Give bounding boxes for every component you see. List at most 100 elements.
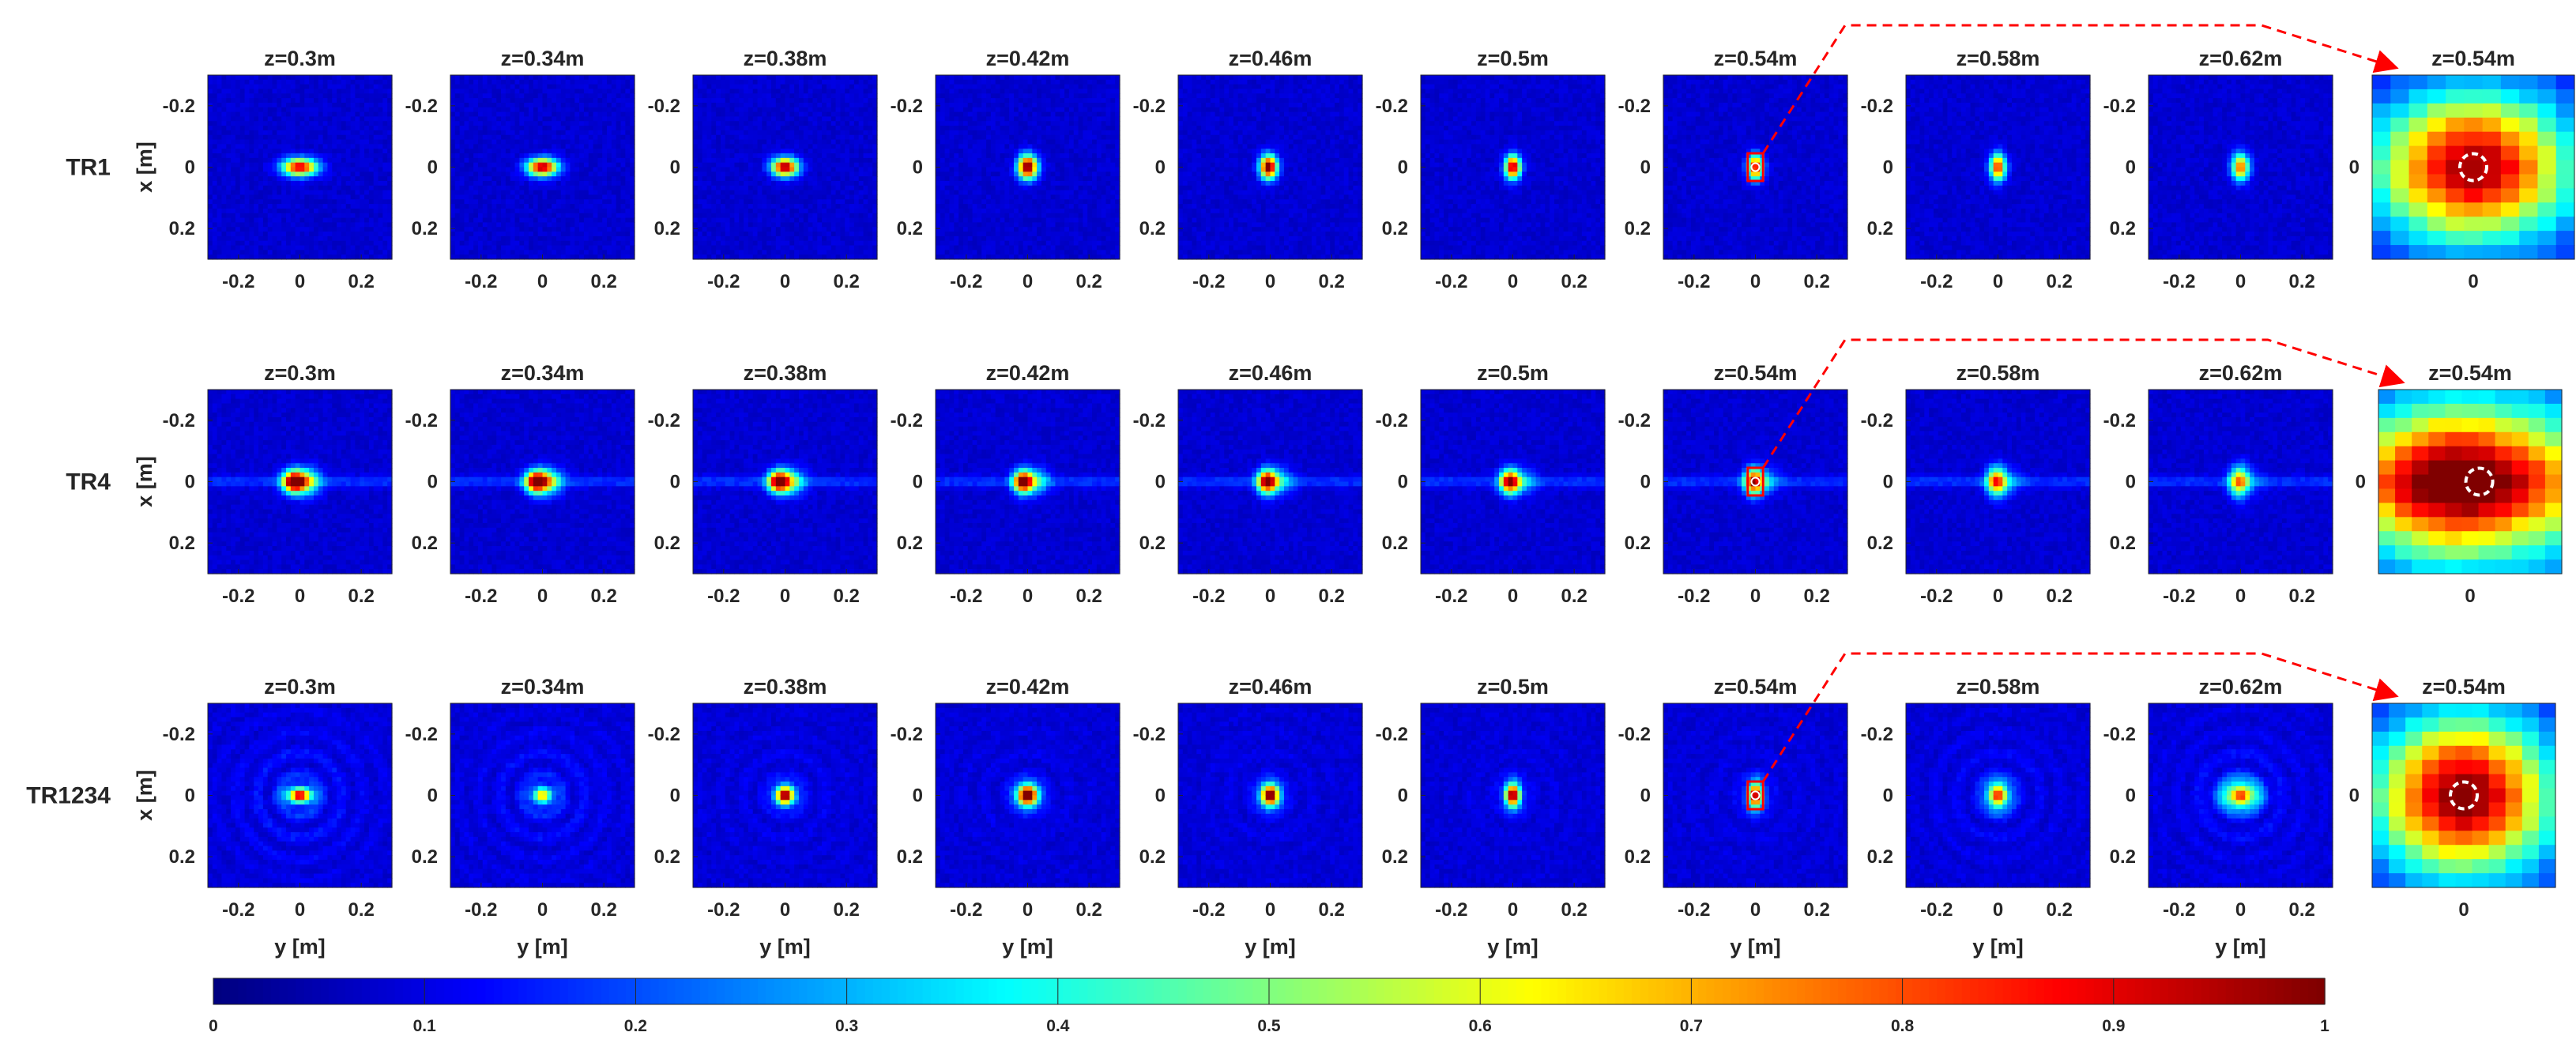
heatmap-cell (341, 222, 346, 227)
heatmap-cell (268, 75, 273, 80)
heatmap-cell (217, 135, 222, 140)
heatmap-cell (597, 199, 602, 204)
heatmap-cell (327, 246, 332, 251)
heatmap-cell (547, 144, 552, 149)
heatmap-cell (382, 89, 387, 93)
heatmap-cell (369, 199, 374, 204)
heatmap-cell (235, 130, 240, 135)
y-tick-label: -0.2 (405, 96, 438, 117)
heatmap-cell (706, 199, 711, 204)
heatmap-cell (318, 190, 323, 195)
heatmap-cell (263, 135, 268, 140)
heatmap-cell (702, 168, 707, 172)
heatmap-cell (231, 209, 235, 213)
heatmap-cell (625, 121, 630, 126)
heatmap-cell (597, 218, 602, 223)
heatmap-cell (491, 89, 496, 93)
heatmap-cell (693, 98, 698, 103)
heatmap-cell (491, 93, 496, 98)
heatmap-cell (589, 176, 593, 181)
heatmap-cell (602, 158, 607, 163)
heatmap-cell (579, 204, 584, 209)
heatmap-cell (221, 168, 226, 172)
heatmap-cell (258, 241, 263, 246)
heatmap-cell (258, 236, 263, 241)
heatmap-cell (235, 112, 240, 117)
heatmap-cell (226, 246, 231, 251)
heatmap-cell (351, 140, 356, 145)
heatmap-cell (607, 241, 612, 246)
heatmap-cell (533, 236, 538, 241)
heatmap-cell (235, 218, 240, 223)
heatmap-cell (543, 176, 548, 181)
heatmap-cell (235, 75, 240, 80)
heatmap-cell (281, 149, 286, 153)
heatmap-cell (561, 153, 566, 158)
heatmap-cell (296, 168, 300, 172)
heatmap-cell (561, 171, 566, 176)
heatmap-cell (529, 89, 533, 93)
heatmap-cell (597, 250, 602, 254)
heatmap-cell (221, 93, 226, 98)
heatmap-cell (607, 236, 612, 241)
heatmap-cell (286, 130, 291, 135)
heatmap-cell (473, 107, 478, 112)
heatmap-cell (318, 213, 323, 218)
heatmap-cell (296, 126, 300, 130)
heatmap-cell (341, 218, 346, 223)
heatmap-cell (524, 153, 529, 158)
heatmap-cell (341, 75, 346, 80)
heatmap-cell (698, 135, 702, 140)
heatmap-cell (332, 241, 337, 246)
heatmap-cell (240, 218, 245, 223)
heatmap-cell (607, 85, 612, 89)
heatmap-cell (254, 135, 258, 140)
heatmap-cell (268, 176, 273, 181)
heatmap-cell (258, 222, 263, 227)
heatmap-cell (607, 227, 612, 232)
heatmap-cell (501, 126, 506, 130)
heatmap-cell (488, 75, 492, 80)
x-tick-label: -0.2 (465, 271, 497, 292)
heatmap-cell (304, 158, 309, 163)
heatmap-cell (529, 112, 533, 117)
heatmap-cell (337, 116, 341, 121)
heatmap-cell (327, 98, 332, 103)
heatmap-cell (593, 135, 598, 140)
heatmap-cell (711, 236, 716, 241)
heatmap-cell (552, 93, 556, 98)
heatmap-cell (496, 107, 501, 112)
heatmap-cell (240, 80, 245, 85)
heatmap-cell (515, 126, 520, 130)
heatmap-cell (556, 227, 561, 232)
heatmap-cell (570, 116, 574, 121)
heatmap-cell (235, 89, 240, 93)
heatmap-cell (309, 85, 314, 89)
heatmap-cell (607, 153, 612, 158)
heatmap-cell (346, 246, 351, 251)
heatmap-cell (235, 85, 240, 89)
heatmap-cell (547, 209, 552, 213)
heatmap-cell (273, 153, 277, 158)
heatmap-cell (547, 85, 552, 89)
heatmap-cell (584, 190, 589, 195)
heatmap-cell (515, 194, 520, 199)
heatmap-cell (208, 135, 213, 140)
heatmap-cell (515, 190, 520, 195)
heatmap-cell (369, 194, 374, 199)
heatmap-cell (355, 246, 360, 251)
heatmap-cell (235, 213, 240, 218)
heatmap-cell (711, 204, 716, 209)
heatmap-cell (702, 194, 707, 199)
heatmap-cell (621, 116, 626, 121)
heatmap-cell (254, 126, 258, 130)
heatmap-cell (547, 171, 552, 176)
heatmap-cell (268, 190, 273, 195)
heatmap-cell (226, 144, 231, 149)
heatmap-cell (245, 112, 250, 117)
heatmap-cell (351, 130, 356, 135)
heatmap-cell (524, 250, 529, 254)
heatmap-cell (698, 186, 702, 190)
heatmap-cell (273, 140, 277, 145)
heatmap-cell (273, 194, 277, 199)
